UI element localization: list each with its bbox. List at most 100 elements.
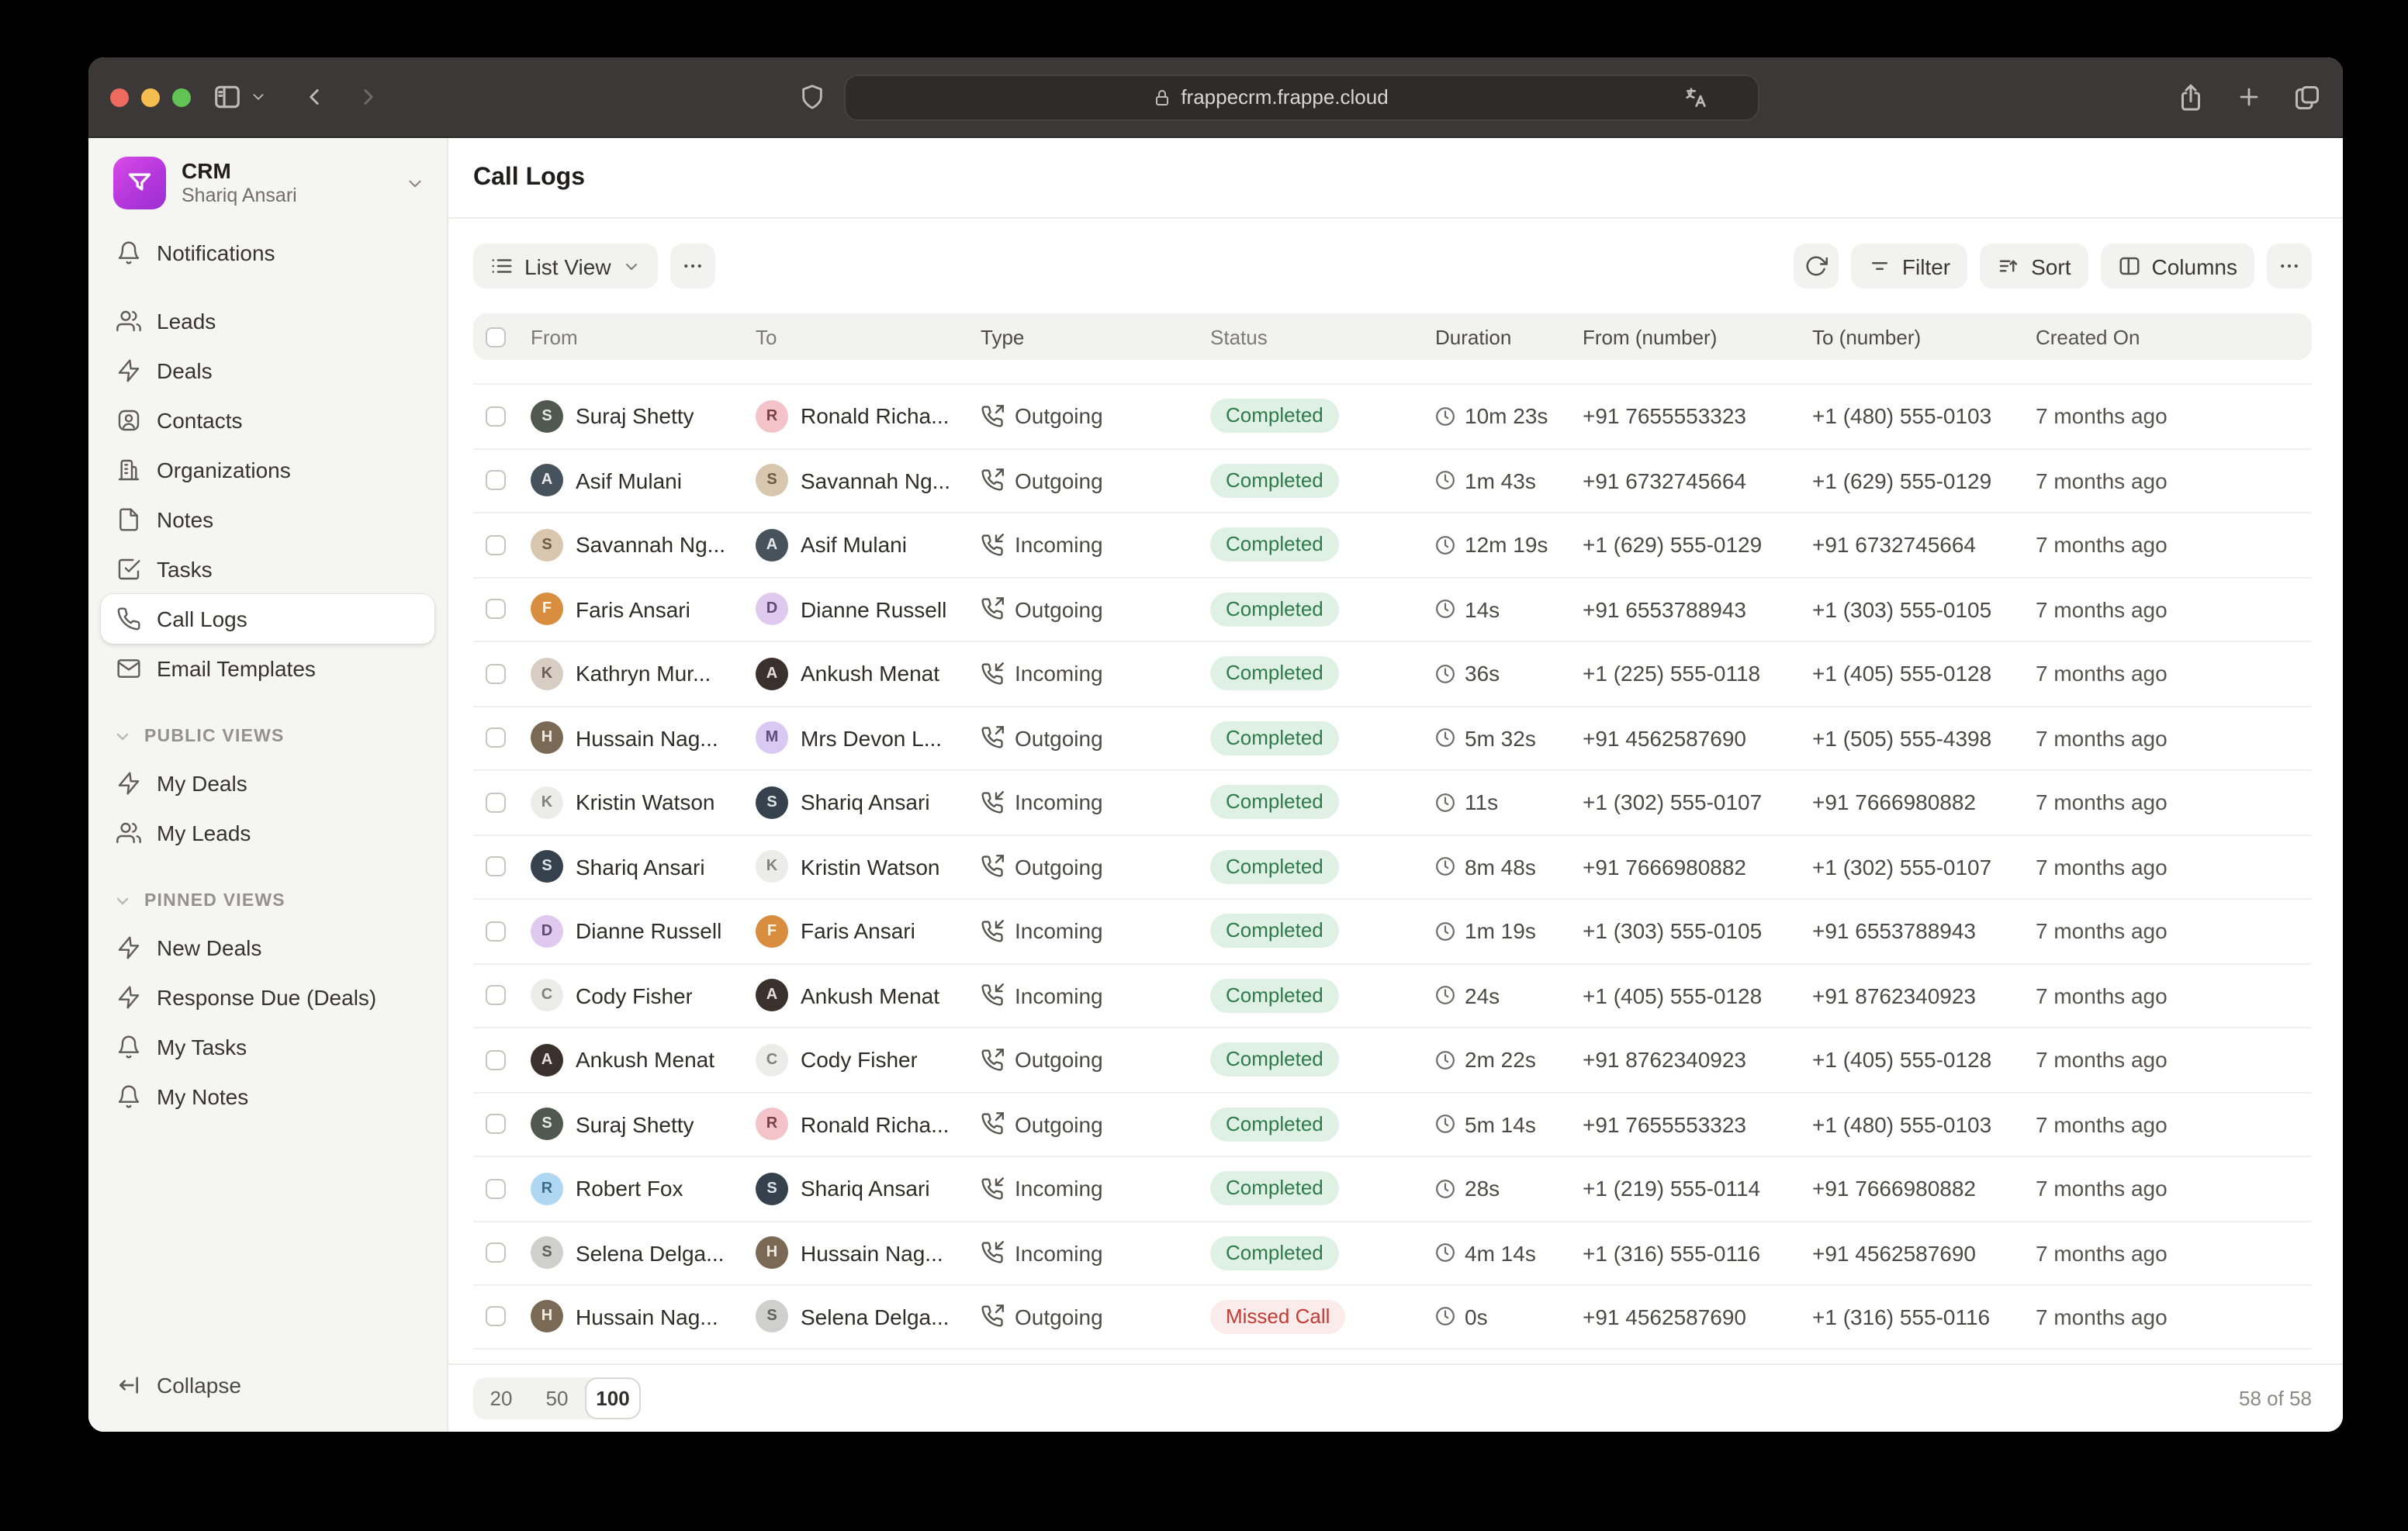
column-header-from-number[interactable]: From (number)	[1583, 325, 1718, 348]
refresh-button[interactable]	[1793, 244, 1839, 289]
collapse-sidebar-button[interactable]: Collapse	[101, 1354, 434, 1416]
row-checkbox[interactable]	[486, 406, 506, 427]
address-bar[interactable]: frappecrm.frappe.cloud	[844, 74, 1759, 120]
sidebar-item-leads[interactable]: Leads	[101, 296, 434, 346]
row-checkbox[interactable]	[486, 727, 506, 748]
table-row[interactable]: F Faris Ansari D Dianne Russell Outgoing Comp…	[473, 576, 2312, 641]
duration: 8m 48s	[1465, 854, 1536, 880]
sidebar-item-tasks[interactable]: Tasks	[101, 544, 434, 594]
table-row[interactable]: S Savannah Ng... A Asif Mulani Incoming Compl…	[473, 512, 2312, 576]
row-checkbox[interactable]	[486, 470, 506, 491]
column-header-to[interactable]: To	[756, 325, 777, 348]
created-on: 7 months ago	[2036, 1304, 2168, 1329]
file-icon	[116, 507, 141, 532]
status-badge: Completed	[1210, 527, 1339, 562]
column-header-created-on[interactable]: Created On	[2036, 325, 2140, 348]
new-tab-icon[interactable]	[2236, 84, 2262, 110]
sidebar-item-new-deals[interactable]: New Deals	[101, 923, 434, 973]
table-row[interactable]: R Robert Fox S Shariq Ansari Incoming Complet…	[473, 1156, 2312, 1220]
lock-icon	[1153, 88, 1171, 106]
row-checkbox[interactable]	[486, 792, 506, 813]
table-row[interactable]: S Shariq Ansari K Kristin Watson Outgoing Com…	[473, 834, 2312, 898]
sidebar-item-call-logs[interactable]: Call Logs	[101, 594, 434, 644]
sidebar-item-organizations[interactable]: Organizations	[101, 445, 434, 495]
translate-icon[interactable]	[1683, 85, 1708, 109]
column-header-duration[interactable]: Duration	[1435, 325, 1512, 348]
sidebar-item-response-due-deals[interactable]: Response Due (Deals)	[101, 973, 434, 1022]
tab-overview-icon[interactable]	[2293, 83, 2321, 111]
row-checkbox[interactable]	[486, 1242, 506, 1263]
close-window-button[interactable]	[110, 88, 129, 106]
created-on: 7 months ago	[2036, 596, 2168, 622]
filter-icon	[1868, 254, 1891, 278]
section-header-public-views[interactable]: PUBLIC VIEWS	[101, 715, 434, 759]
page-size-100[interactable]: 100	[585, 1377, 641, 1419]
zoom-window-button[interactable]	[172, 88, 191, 106]
created-on: 7 months ago	[2036, 661, 2168, 686]
row-checkbox[interactable]	[486, 921, 506, 942]
table-row[interactable]: S Selena Delga... H Hussain Nag... Incoming C…	[473, 1220, 2312, 1284]
table-row[interactable]: S Suraj Shetty R Ronald Richa... Outgoing Com…	[473, 1091, 2312, 1156]
sidebar-toggle-icon[interactable]	[213, 82, 242, 112]
table-row[interactable]: A Ankush Menat C Cody Fisher Outgoing Complet…	[473, 1027, 2312, 1091]
row-checkbox[interactable]	[486, 599, 506, 620]
filter-button[interactable]: Filter	[1850, 244, 1968, 289]
table-row[interactable]: C Cody Fisher A Ankush Menat Incoming Complet…	[473, 962, 2312, 1027]
page-size-50[interactable]: 50	[545, 1387, 569, 1410]
columns-button[interactable]: Columns	[2100, 244, 2254, 289]
row-checkbox[interactable]	[486, 985, 506, 1006]
chevron-down-icon[interactable]	[250, 88, 267, 105]
table-row[interactable]: S Suraj Shetty R Ronald Richa... Outgoing Com…	[473, 383, 2312, 448]
sidebar-item-notes[interactable]: Notes	[101, 495, 434, 544]
row-checkbox[interactable]	[486, 534, 506, 555]
sidebar-item-my-deals[interactable]: My Deals	[101, 759, 434, 808]
from-number: +91 8762340923	[1583, 1047, 1746, 1073]
row-checkbox[interactable]	[486, 856, 506, 877]
view-more-button[interactable]	[669, 244, 715, 289]
table-row[interactable]: K Kathryn Mur... A Ankush Menat Incoming Comp…	[473, 641, 2312, 705]
duration: 1m 43s	[1465, 468, 1536, 493]
from-number: +91 4562587690	[1583, 1304, 1746, 1329]
sort-button[interactable]: Sort	[1980, 244, 2088, 289]
view-switcher-button[interactable]: List View	[473, 244, 658, 289]
users-icon	[116, 309, 141, 334]
sidebar-item-notifications[interactable]: Notifications	[101, 228, 434, 278]
back-button[interactable]	[301, 84, 327, 110]
table-row[interactable]: K Kristin Watson S Shariq Ansari Incoming Com…	[473, 769, 2312, 834]
row-checkbox[interactable]	[486, 1306, 506, 1327]
sidebar-item-my-notes[interactable]: My Notes	[101, 1072, 434, 1121]
sidebar-item-contacts[interactable]: Contacts	[101, 396, 434, 445]
collapse-icon	[116, 1373, 141, 1398]
app-switcher[interactable]: CRM Shariq Ansari	[101, 138, 434, 228]
column-header-to-number[interactable]: To (number)	[1812, 325, 1922, 348]
reload-icon[interactable]	[1724, 86, 1745, 108]
shield-icon[interactable]	[799, 84, 825, 110]
section-header-pinned-views[interactable]: PINNED VIEWS	[101, 880, 434, 923]
table-row[interactable]: H Hussain Nag... M Mrs Devon L... Outgoing Co…	[473, 705, 2312, 769]
forward-button[interactable]	[355, 84, 382, 110]
row-checkbox[interactable]	[486, 1114, 506, 1135]
minimize-window-button[interactable]	[141, 88, 160, 106]
page-size-20[interactable]: 20	[490, 1387, 513, 1410]
row-checkbox[interactable]	[486, 663, 506, 684]
created-on: 7 months ago	[2036, 918, 2168, 944]
sidebar-item-my-tasks[interactable]: My Tasks	[101, 1022, 434, 1072]
table-row[interactable]: D Dianne Russell F Faris Ansari Incoming Comp…	[473, 898, 2312, 962]
table-row[interactable]: H Hussain Nag... S Selena Delga... Outgoing M…	[473, 1284, 2312, 1349]
column-header-from[interactable]: From	[531, 325, 578, 348]
chevron-down-icon	[113, 892, 132, 911]
column-header-status[interactable]: Status	[1210, 325, 1268, 348]
column-header-type[interactable]: Type	[981, 325, 1025, 348]
sidebar-item-email-templates[interactable]: Email Templates	[101, 644, 434, 693]
row-checkbox[interactable]	[486, 1178, 506, 1199]
select-all-checkbox[interactable]	[486, 327, 506, 347]
call-type: Incoming	[1015, 790, 1103, 815]
from-number: +91 6732745664	[1583, 468, 1746, 493]
more-options-button[interactable]	[2267, 244, 2312, 289]
sidebar-item-my-leads[interactable]: My Leads	[101, 808, 434, 858]
table-row[interactable]: A Asif Mulani S Savannah Ng... Outgoing Compl…	[473, 448, 2312, 512]
row-checkbox[interactable]	[486, 1049, 506, 1070]
sidebar-item-deals[interactable]: Deals	[101, 346, 434, 396]
share-icon[interactable]	[2177, 83, 2205, 111]
clock-icon	[1435, 1307, 1455, 1327]
